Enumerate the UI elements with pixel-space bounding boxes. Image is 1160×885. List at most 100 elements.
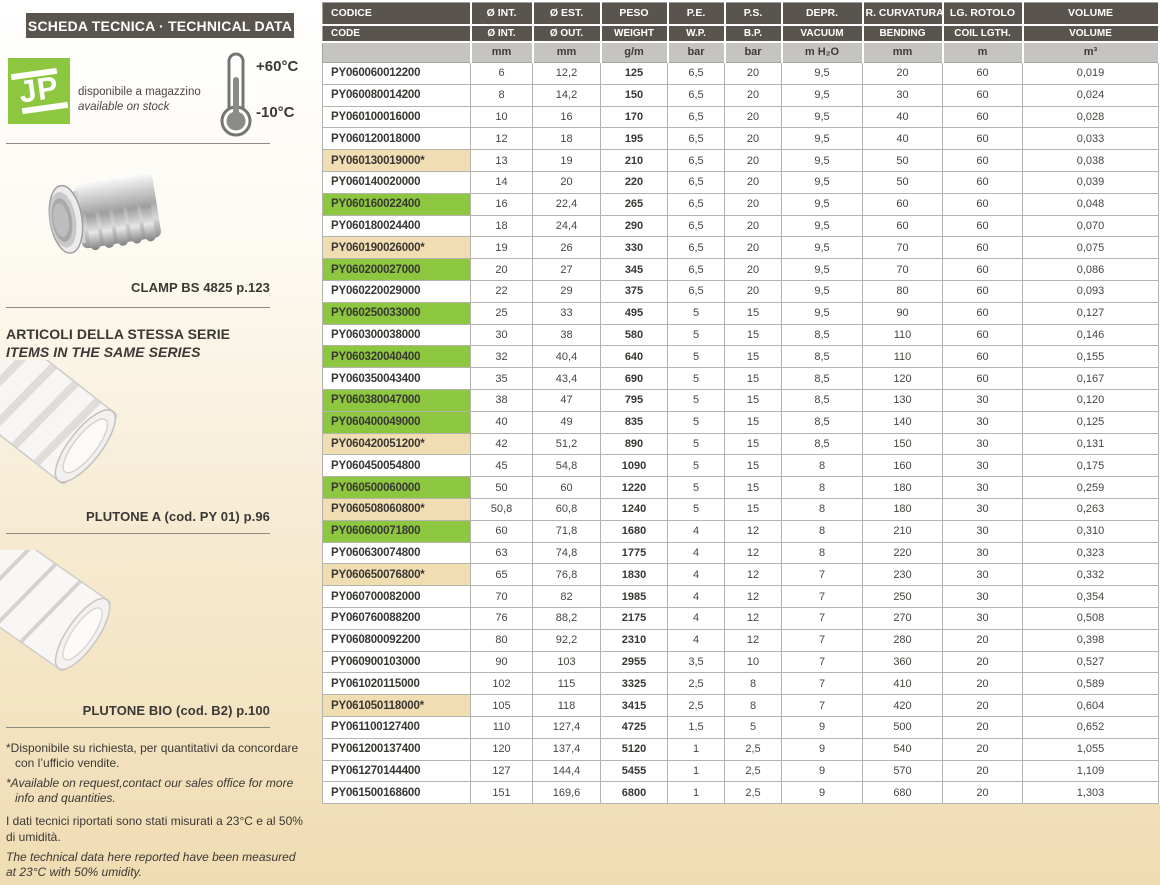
value-cell: 15 bbox=[724, 345, 782, 369]
value-cell: 16 bbox=[470, 192, 533, 216]
value-cell: 1220 bbox=[600, 476, 668, 499]
table-row: PY061020115000 102 115 3325 2,5 8 7 410 20 0,589 bbox=[322, 672, 1159, 696]
value-cell: 495 bbox=[600, 301, 668, 325]
value-cell: 20 bbox=[942, 672, 1023, 696]
value-cell: 345 bbox=[600, 258, 668, 281]
value-cell: 60 bbox=[942, 214, 1023, 238]
value-cell: 6,5 bbox=[667, 192, 725, 216]
value-cell: 330 bbox=[600, 236, 668, 260]
value-cell: 80 bbox=[470, 628, 533, 652]
value-cell: 40 bbox=[862, 105, 943, 129]
value-cell: 1,5 bbox=[667, 715, 725, 739]
value-cell: 580 bbox=[600, 323, 668, 347]
value-cell: 9,5 bbox=[781, 83, 863, 107]
value-cell: 90 bbox=[862, 301, 943, 325]
col-header-codice: CODICE bbox=[322, 2, 472, 26]
value-cell: 0,093 bbox=[1022, 279, 1159, 303]
value-cell: 22,4 bbox=[532, 192, 601, 216]
value-cell: 20 bbox=[942, 628, 1023, 652]
value-cell: 24,4 bbox=[532, 214, 601, 238]
product-code-cell: PY060320040400 bbox=[322, 345, 471, 369]
value-cell: 18 bbox=[532, 127, 601, 151]
col-header-rotolo: LG. ROTOLO bbox=[942, 2, 1024, 26]
value-cell: 180 bbox=[862, 476, 943, 499]
value-cell: 9,5 bbox=[781, 301, 863, 325]
value-cell: 20 bbox=[724, 83, 782, 107]
value-cell: 12 bbox=[724, 563, 782, 587]
value-cell: 60 bbox=[942, 301, 1023, 325]
table-row: PY061500168600 151 169,6 6800 1 2,5 9 680 20 1,30… bbox=[322, 781, 1159, 805]
value-cell: 0,146 bbox=[1022, 323, 1159, 347]
value-cell: 9,5 bbox=[781, 236, 863, 260]
value-cell: 8,5 bbox=[781, 410, 863, 434]
value-cell: 70 bbox=[470, 585, 533, 608]
value-cell: 26 bbox=[532, 236, 601, 260]
value-cell: 835 bbox=[600, 410, 668, 434]
table-row: PY060160022400 16 22,4 265 6,5 20 9,5 60 60 0,048 bbox=[322, 192, 1159, 216]
value-cell: 540 bbox=[862, 737, 943, 761]
value-cell: 60 bbox=[942, 236, 1023, 260]
value-cell: 60 bbox=[942, 367, 1023, 390]
product-code-cell: PY060250033000 bbox=[322, 301, 471, 325]
value-cell: 420 bbox=[862, 694, 943, 717]
col-header-peso: PESO bbox=[600, 2, 669, 26]
value-cell: 60 bbox=[942, 345, 1023, 369]
table-row: PY060180024400 18 24,4 290 6,5 20 9,5 60 60 0,070 bbox=[322, 214, 1159, 238]
value-cell: 30 bbox=[942, 563, 1023, 587]
table-row: PY060500060000 50 60 1220 5 15 8 180 30 0,259 bbox=[322, 476, 1159, 499]
value-cell: 12 bbox=[470, 127, 533, 151]
value-cell: 102 bbox=[470, 672, 533, 696]
value-cell: 0,589 bbox=[1022, 672, 1159, 696]
value-cell: 0,155 bbox=[1022, 345, 1159, 369]
value-cell: 30 bbox=[862, 83, 943, 107]
product-code-cell: PY060220029000 bbox=[322, 279, 471, 303]
value-cell: 82 bbox=[532, 585, 601, 608]
value-cell: 150 bbox=[862, 432, 943, 456]
table-row: PY060800092200 80 92,2 2310 4 12 7 280 20 0,398 bbox=[322, 628, 1159, 652]
value-cell: 20 bbox=[724, 127, 782, 151]
value-cell: 110 bbox=[862, 345, 943, 369]
value-cell: 2,5 bbox=[724, 737, 782, 761]
value-cell: 60 bbox=[942, 192, 1023, 216]
value-cell: 0,604 bbox=[1022, 694, 1159, 717]
product-code-cell: PY061100127400 bbox=[322, 715, 471, 739]
value-cell: 63 bbox=[470, 541, 533, 565]
value-cell: 8 bbox=[781, 541, 863, 565]
value-cell: 6,5 bbox=[667, 279, 725, 303]
clamp-fitting-image bbox=[28, 162, 173, 277]
value-cell: 2,5 bbox=[667, 672, 725, 696]
footnotes: *Disponibile su richiesta, per quantitat… bbox=[6, 741, 308, 885]
product-code-cell: PY060500060000 bbox=[322, 476, 471, 499]
value-cell: 0,070 bbox=[1022, 214, 1159, 238]
value-cell: 20 bbox=[942, 715, 1023, 739]
value-cell: 12 bbox=[724, 628, 782, 652]
value-cell: 195 bbox=[600, 127, 668, 151]
value-cell: 30 bbox=[942, 497, 1023, 521]
value-cell: 6,5 bbox=[667, 236, 725, 260]
product-code-cell: PY060300038000 bbox=[322, 323, 471, 347]
col-header-code: CODE bbox=[322, 24, 472, 43]
value-cell: 120 bbox=[862, 367, 943, 390]
value-cell: 0,508 bbox=[1022, 606, 1159, 630]
value-cell: 4 bbox=[667, 541, 725, 565]
value-cell: 8 bbox=[724, 672, 782, 696]
stock-label-en: available on stock bbox=[78, 100, 170, 113]
value-cell: 7 bbox=[781, 563, 863, 587]
value-cell: 20 bbox=[724, 279, 782, 303]
col-header-volume-it: VOLUME bbox=[1022, 2, 1160, 26]
value-cell: 60 bbox=[942, 258, 1023, 281]
unit-bending: mm bbox=[862, 41, 944, 63]
col-header-diam-int-en: Ø INT. bbox=[470, 24, 534, 43]
value-cell: 5 bbox=[667, 410, 725, 434]
value-cell: 7 bbox=[781, 585, 863, 608]
table-row: PY061270144400 127 144,4 5455 1 2,5 9 570 20 1,10… bbox=[322, 759, 1159, 783]
product-code-cell: PY060760088200 bbox=[322, 606, 471, 630]
value-cell: 8,5 bbox=[781, 345, 863, 369]
value-cell: 150 bbox=[600, 83, 668, 107]
value-cell: 30 bbox=[942, 410, 1023, 434]
value-cell: 1830 bbox=[600, 563, 668, 587]
value-cell: 20 bbox=[532, 170, 601, 194]
value-cell: 20 bbox=[942, 650, 1023, 674]
value-cell: 9,5 bbox=[781, 279, 863, 303]
table-row: PY060130019000* 13 19 210 6,5 20 9,5 50 60 0,038 bbox=[322, 149, 1159, 172]
